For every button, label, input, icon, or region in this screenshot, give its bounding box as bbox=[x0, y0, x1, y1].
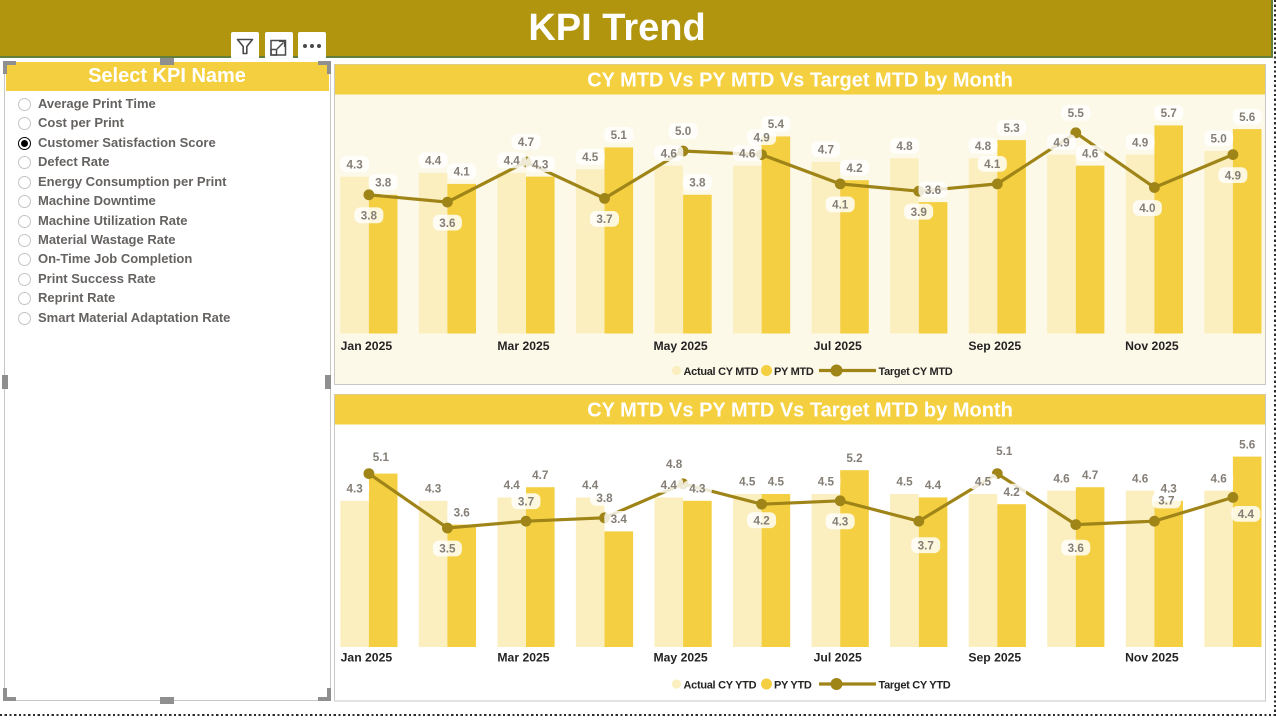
svg-text:5.5: 5.5 bbox=[1068, 107, 1085, 120]
svg-text:5.1: 5.1 bbox=[611, 129, 628, 142]
svg-text:4.3: 4.3 bbox=[425, 483, 442, 496]
svg-text:4.2: 4.2 bbox=[846, 162, 863, 175]
svg-text:4.0: 4.0 bbox=[1139, 202, 1156, 215]
svg-text:5.0: 5.0 bbox=[675, 125, 692, 138]
svg-text:4.4: 4.4 bbox=[582, 479, 599, 492]
svg-text:3.7: 3.7 bbox=[918, 539, 934, 552]
svg-text:4.7: 4.7 bbox=[1082, 469, 1098, 482]
svg-text:4.4: 4.4 bbox=[925, 479, 942, 492]
svg-text:4.6: 4.6 bbox=[1210, 472, 1227, 485]
svg-text:3.6: 3.6 bbox=[925, 184, 942, 197]
svg-text:3.7: 3.7 bbox=[518, 495, 534, 508]
svg-text:4.1: 4.1 bbox=[984, 158, 1001, 171]
svg-text:Jan 2025: Jan 2025 bbox=[341, 651, 393, 665]
svg-text:Mar 2025: Mar 2025 bbox=[497, 651, 549, 665]
svg-text:5.6: 5.6 bbox=[1239, 111, 1256, 124]
svg-text:4.3: 4.3 bbox=[346, 158, 363, 171]
svg-text:4.4: 4.4 bbox=[1238, 508, 1255, 521]
svg-text:May 2025: May 2025 bbox=[653, 651, 707, 665]
svg-text:3.8: 3.8 bbox=[375, 177, 392, 190]
svg-text:3.7: 3.7 bbox=[1158, 495, 1174, 508]
svg-text:Nov 2025: Nov 2025 bbox=[1125, 651, 1179, 665]
svg-text:4.4: 4.4 bbox=[425, 155, 442, 168]
svg-text:Sep 2025: Sep 2025 bbox=[968, 339, 1021, 353]
svg-text:PY YTD: PY YTD bbox=[774, 680, 812, 692]
svg-text:PY MTD: PY MTD bbox=[774, 366, 814, 378]
svg-text:5.1: 5.1 bbox=[996, 445, 1013, 458]
svg-text:4.4: 4.4 bbox=[504, 155, 521, 168]
svg-text:4.3: 4.3 bbox=[532, 158, 549, 171]
svg-text:4.6: 4.6 bbox=[1053, 472, 1070, 485]
svg-text:4.5: 4.5 bbox=[818, 476, 835, 489]
svg-text:Mar 2025: Mar 2025 bbox=[497, 339, 549, 353]
svg-text:3.6: 3.6 bbox=[439, 217, 456, 230]
svg-text:Target CY YTD: Target CY YTD bbox=[879, 680, 951, 692]
svg-text:Jul 2025: Jul 2025 bbox=[814, 651, 862, 665]
svg-text:Sep 2025: Sep 2025 bbox=[968, 651, 1021, 665]
svg-text:4.3: 4.3 bbox=[1161, 483, 1178, 496]
svg-text:4.3: 4.3 bbox=[689, 483, 706, 496]
svg-text:4.6: 4.6 bbox=[739, 147, 756, 160]
svg-text:4.9: 4.9 bbox=[1053, 136, 1070, 149]
svg-text:3.8: 3.8 bbox=[596, 492, 613, 505]
svg-text:5.2: 5.2 bbox=[846, 452, 863, 465]
svg-text:3.4: 3.4 bbox=[611, 513, 628, 526]
svg-text:4.7: 4.7 bbox=[518, 136, 534, 149]
svg-text:CY MTD Vs PY MTD Vs Target MTD: CY MTD Vs PY MTD Vs Target MTD by Month bbox=[587, 400, 1013, 422]
svg-text:Nov 2025: Nov 2025 bbox=[1125, 339, 1179, 353]
svg-text:5.1: 5.1 bbox=[373, 451, 390, 464]
svg-text:4.5: 4.5 bbox=[582, 151, 599, 164]
svg-text:4.8: 4.8 bbox=[896, 140, 913, 153]
svg-text:4.4: 4.4 bbox=[504, 479, 521, 492]
svg-text:3.6: 3.6 bbox=[454, 506, 471, 519]
svg-text:Actual CY MTD: Actual CY MTD bbox=[684, 366, 759, 378]
svg-text:4.5: 4.5 bbox=[975, 476, 992, 489]
svg-text:3.6: 3.6 bbox=[1068, 542, 1085, 555]
svg-text:4.1: 4.1 bbox=[832, 199, 849, 212]
svg-text:4.5: 4.5 bbox=[896, 476, 913, 489]
svg-text:4.6: 4.6 bbox=[1082, 147, 1099, 160]
svg-text:4.5: 4.5 bbox=[768, 476, 785, 489]
svg-text:May 2025: May 2025 bbox=[653, 339, 707, 353]
svg-text:Target CY MTD: Target CY MTD bbox=[879, 366, 953, 378]
svg-text:3.9: 3.9 bbox=[911, 206, 928, 219]
svg-text:Actual CY YTD: Actual CY YTD bbox=[684, 680, 757, 692]
svg-text:4.2: 4.2 bbox=[1003, 486, 1020, 499]
svg-text:4.8: 4.8 bbox=[975, 140, 992, 153]
svg-text:3.8: 3.8 bbox=[689, 177, 706, 190]
svg-text:4.9: 4.9 bbox=[1225, 169, 1242, 182]
svg-text:Jul 2025: Jul 2025 bbox=[814, 339, 862, 353]
svg-text:3.7: 3.7 bbox=[596, 213, 612, 226]
svg-text:4.9: 4.9 bbox=[753, 131, 770, 144]
svg-text:5.4: 5.4 bbox=[768, 118, 785, 131]
svg-text:4.9: 4.9 bbox=[1132, 136, 1149, 149]
svg-text:4.5: 4.5 bbox=[739, 476, 756, 489]
svg-text:3.8: 3.8 bbox=[361, 210, 378, 223]
svg-text:4.6: 4.6 bbox=[1132, 472, 1149, 485]
svg-text:4.3: 4.3 bbox=[832, 516, 849, 529]
svg-text:4.2: 4.2 bbox=[753, 514, 770, 527]
svg-text:5.7: 5.7 bbox=[1161, 107, 1177, 120]
svg-text:4.8: 4.8 bbox=[666, 458, 683, 471]
svg-text:4.1: 4.1 bbox=[454, 166, 471, 179]
svg-text:Jan 2025: Jan 2025 bbox=[341, 339, 393, 353]
svg-text:CY MTD Vs PY MTD Vs Target MTD: CY MTD Vs PY MTD Vs Target MTD by Month bbox=[587, 70, 1013, 92]
svg-text:3.5: 3.5 bbox=[439, 543, 456, 556]
svg-text:4.6: 4.6 bbox=[661, 147, 678, 160]
svg-text:4.7: 4.7 bbox=[532, 469, 548, 482]
svg-text:5.6: 5.6 bbox=[1239, 438, 1256, 451]
svg-text:4.4: 4.4 bbox=[661, 479, 678, 492]
svg-text:5.3: 5.3 bbox=[1003, 122, 1020, 135]
svg-text:4.3: 4.3 bbox=[346, 483, 363, 496]
svg-text:5.0: 5.0 bbox=[1210, 133, 1227, 146]
svg-text:4.7: 4.7 bbox=[818, 144, 834, 157]
